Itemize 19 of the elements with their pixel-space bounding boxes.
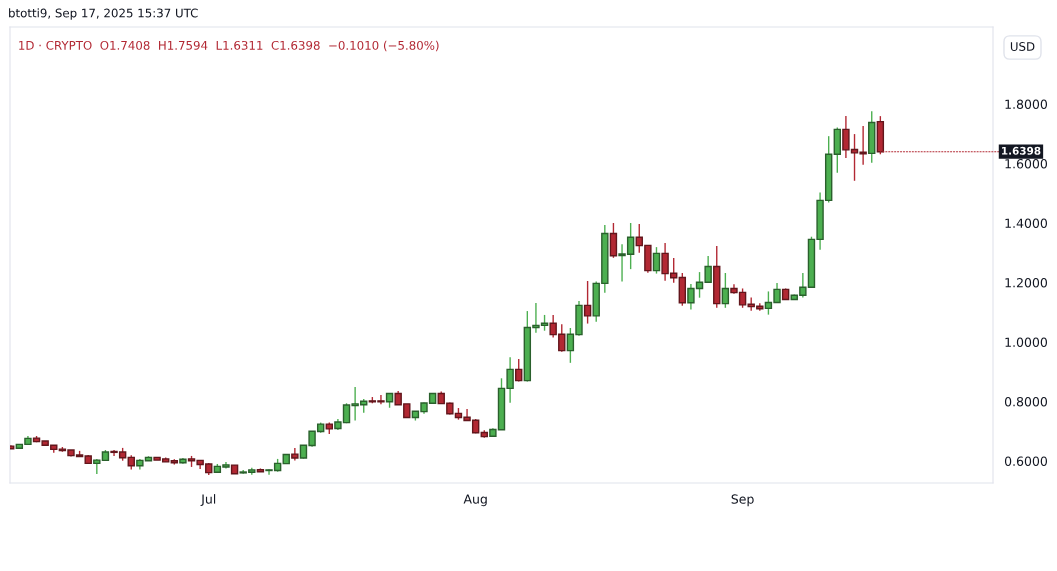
y-tick-label: 1.6000 (1005, 159, 1048, 169)
y-tick-label: 1.4000 (1005, 218, 1048, 228)
y-tick-label: 1.8000 (1005, 99, 1048, 109)
chart-subtitle: btotti9, Sep 17, 2025 15:37 UTC (9, 8, 198, 20)
y-tick-label: 1.2000 (1005, 277, 1048, 288)
annotation: 1.6398 (1002, 146, 1041, 155)
candlestick (721, 272, 730, 309)
candlestick (652, 246, 661, 275)
candlestick (583, 280, 592, 325)
y-tick-label: 1.0000 (1005, 337, 1048, 347)
y-tick-label: 0.6000 (1004, 456, 1048, 466)
candlestick (609, 222, 618, 259)
text: 1D · CRYPTO O1.7408 H1.7594 L1.6311 C1.6398 −0.1010 (−5.80%) (19, 40, 439, 52)
x-tick-label: Jul (200, 494, 216, 507)
y-tick-label: 0.8000 (1004, 396, 1048, 407)
x-tick-label: Sep (731, 494, 754, 507)
candlestick (515, 358, 523, 383)
text: USD (1010, 42, 1035, 51)
x-tick-label: Aug (463, 494, 487, 507)
